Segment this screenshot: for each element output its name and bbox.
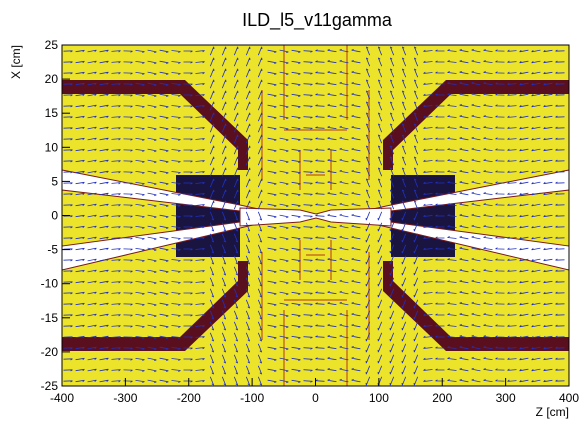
y-tick-label: -5 [47, 243, 58, 257]
y-tick-label: 20 [45, 72, 59, 86]
shield [383, 261, 569, 351]
plot-area [61, 44, 570, 387]
y-tick-label: 25 [45, 38, 59, 52]
x-tick-label: 0 [312, 391, 319, 405]
x-tick-label: -200 [177, 391, 201, 405]
x-tick-label: 100 [369, 391, 389, 405]
y-tick-label: -20 [41, 345, 59, 359]
x-axis-label: Z [cm] [536, 405, 569, 419]
x-tick-label: -100 [240, 391, 264, 405]
shield [383, 80, 569, 170]
y-tick-label: 5 [51, 174, 58, 188]
beam-pipe [239, 207, 392, 227]
y-axis-label: X [cm] [9, 45, 23, 79]
y-tick-label: 10 [45, 140, 59, 154]
field-arrows [63, 46, 565, 386]
x-tick-label: -300 [113, 391, 137, 405]
geometry [62, 80, 569, 351]
y-tick-label: -10 [41, 277, 59, 291]
tracker [261, 45, 370, 386]
x-tick-label: 400 [559, 391, 579, 405]
inner-detector [261, 45, 370, 386]
y-tick-label: -25 [41, 379, 59, 393]
y-tick-label: 15 [45, 106, 59, 120]
x-tick-label: -400 [50, 391, 74, 405]
y-tick-label: -15 [41, 311, 59, 325]
shield [62, 80, 248, 170]
magnet [391, 175, 455, 257]
y-tick-label: 0 [51, 209, 58, 223]
x-tick-label: 300 [496, 391, 516, 405]
x-tick-label: 200 [432, 391, 452, 405]
chart-title: ILD_l5_v11gamma [242, 10, 393, 31]
shield [62, 261, 248, 351]
